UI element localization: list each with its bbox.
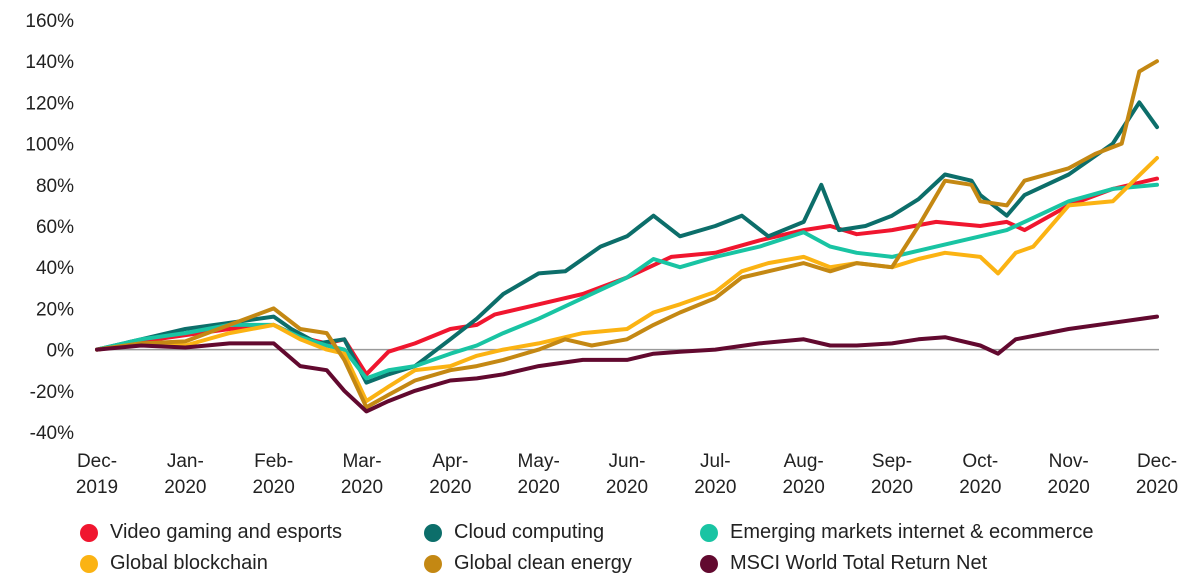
x-tick-label: Jul-2020	[694, 451, 736, 498]
x-tick-label: Apr-2020	[429, 451, 471, 498]
y-tick-label: 160%	[25, 11, 74, 32]
x-tick-label: Dec-2020	[1136, 451, 1178, 498]
y-axis-ticks: 160% 140% 120% 100% 80% 60% 40% 20% 0% -20% -40%	[25, 11, 74, 444]
y-tick-label: 140%	[25, 52, 74, 73]
legend-item-video-gaming: Video gaming and esports	[80, 521, 342, 544]
legend-swatch	[700, 554, 718, 573]
series-line-3	[95, 156, 1159, 404]
legend-label: Global blockchain	[110, 552, 268, 574]
series-line-2	[95, 182, 1159, 381]
y-tick-label: 120%	[25, 93, 74, 114]
y-tick-label: 80%	[36, 176, 74, 197]
y-tick-label: 60%	[36, 217, 74, 238]
legend-swatch	[424, 523, 442, 542]
legend-item-global-blockchain: Global blockchain	[80, 552, 268, 575]
line-chart: 160% 140% 120% 100% 80% 60% 40% 20% 0% -20% -40% D…	[25, 11, 1178, 498]
x-tick-label: Mar-2020	[341, 451, 383, 498]
legend-swatch	[80, 523, 98, 542]
x-tick-label: May-2020	[518, 451, 560, 498]
x-tick-label: Dec-2019	[76, 451, 118, 498]
y-tick-label: 0%	[47, 341, 75, 362]
y-tick-label: 20%	[36, 299, 74, 320]
legend-item-msci-world: MSCI World Total Return Net	[700, 552, 987, 575]
x-tick-label: Sep-2020	[871, 451, 913, 498]
series-line-5	[95, 314, 1159, 414]
legend-label: Emerging markets internet & ecommerce	[730, 521, 1094, 543]
legend: Video gaming and esports Cloud computing…	[0, 515, 1200, 587]
legend-swatch	[424, 554, 442, 573]
legend-swatch	[700, 523, 718, 542]
x-tick-label: Oct-2020	[959, 451, 1001, 498]
legend-label: Video gaming and esports	[110, 521, 343, 543]
legend-item-emerging-markets: Emerging markets internet & ecommerce	[700, 521, 1093, 544]
legend-swatch	[80, 554, 98, 573]
series-line-4	[95, 59, 1159, 410]
y-tick-label: -40%	[30, 423, 74, 444]
y-tick-label: 100%	[25, 135, 74, 156]
legend-label: Global clean energy	[454, 552, 632, 574]
legend-label: MSCI World Total Return Net	[730, 552, 988, 574]
legend-item-global-clean-energy: Global clean energy	[424, 552, 632, 575]
x-tick-label: Jan-2020	[164, 451, 206, 498]
series-lines	[95, 59, 1159, 414]
x-tick-label: Nov-2020	[1048, 451, 1090, 498]
y-tick-label: -20%	[30, 382, 74, 403]
x-tick-label: Aug-2020	[783, 451, 825, 498]
x-tick-label: Jun-2020	[606, 451, 648, 498]
x-tick-label: Feb-2020	[253, 451, 295, 498]
y-tick-label: 40%	[36, 258, 74, 279]
legend-label: Cloud computing	[454, 521, 605, 543]
x-axis-ticks: Dec-2019 Jan-2020 Feb-2020 Mar-2020 Apr-2020…	[76, 451, 1178, 498]
legend-item-cloud-computing: Cloud computing	[424, 521, 604, 544]
